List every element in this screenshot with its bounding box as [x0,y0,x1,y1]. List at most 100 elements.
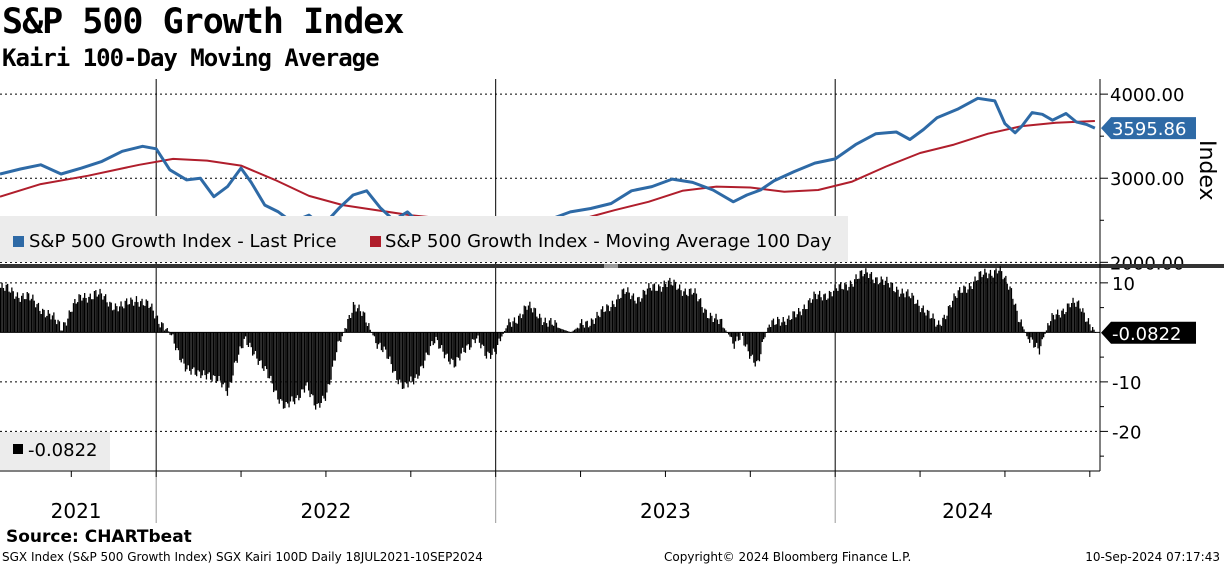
kairi-bar [46,315,48,333]
kairi-bar [711,315,713,333]
kairi-bar [847,290,849,333]
kairi-bar [774,324,776,333]
kairi-bar [49,313,51,333]
kairi-bar [466,332,468,346]
footer-timestamp: 10-Sep-2024 07:17:43 [1085,550,1220,564]
kairi-bar [303,332,306,393]
kairi-bar [163,330,166,333]
kairi-bar [385,332,387,350]
kairi-bar [414,332,416,378]
kairi-bar [865,268,867,333]
kairi-bar [933,318,936,333]
kairi-bar [280,332,282,400]
kairi-bar [756,332,758,362]
kairi-bar [989,269,992,333]
kairi-bar [299,332,301,398]
kairi-bar [9,292,12,333]
kairi-bar [819,290,821,333]
kairi-bar [544,317,546,333]
kairi-bar [875,277,877,333]
kairi-bar [1012,298,1014,333]
kairi-bar [1044,332,1046,334]
kairi-bar [354,304,356,333]
kairi-bar [100,293,103,333]
kairi-bar [1086,321,1088,333]
kairi-bar [490,332,492,359]
kairi-bar [12,291,14,333]
kairi-bar [26,292,28,333]
kairi-bar [861,270,863,333]
last-kairi-tag [1101,321,1196,344]
kairi-bar [558,328,560,333]
kairi-bar [1,282,3,333]
kairi-bar [243,332,245,339]
kairi-bar [485,332,488,359]
kairi-bar [154,318,156,333]
kairi-bar [691,294,693,333]
kairi-bar [51,315,54,333]
kairi-bar [735,332,737,342]
kairi-bar [991,275,993,333]
kairi-bar [560,328,562,333]
kairi-bar [669,277,671,333]
kairi-bar [368,323,370,333]
kairi-bar [957,290,959,333]
kairi-bar [841,288,843,333]
kairi-bar [469,332,471,350]
kairi-bar [753,332,755,363]
kairi-bar [264,332,266,367]
kairi-bar [1062,308,1064,333]
panel-resize-handle[interactable] [604,264,618,268]
kairi-bar [480,332,482,349]
kairi-bar [799,311,801,333]
kairi-bar [1068,303,1070,333]
kairi-bar [639,301,642,333]
kairi-bar [1017,321,1020,333]
kairi-bar [931,318,933,333]
kairi-bar [824,293,826,333]
kairi-bar [98,294,100,333]
kairi-bar [1094,332,1097,333]
kairi-bar [553,325,555,333]
footer-series-info: SGX Index (S&P 500 Growth Index) SGX Kai… [2,550,483,564]
kairi-bar [197,332,199,371]
kairi-bar [618,298,621,333]
kairi-bar [716,319,719,333]
kairi-bar [562,329,565,333]
kairi-bar [956,297,958,333]
kairi-bar [448,332,450,362]
kairi-bar [736,332,738,337]
kairi-bar [597,315,600,333]
kairi-bar [617,294,619,333]
kairi-bar [358,304,360,333]
kairi-bar [219,332,222,381]
kairi-bar [632,293,635,333]
kairi-bar [585,321,587,333]
kairi-bar [68,310,70,333]
kairi-bar [23,299,26,333]
kairi-bar [124,300,126,333]
kairi-bar [189,332,191,371]
kairi-bar [159,327,161,333]
kairi-bar [922,305,924,333]
kairi-bar [840,282,842,333]
kairi-bar [22,293,24,333]
kairi-bar [686,294,688,333]
kairi-bar [1036,332,1038,343]
y-axis-title: Index [1194,140,1219,201]
kairi-bar [411,332,413,382]
kairi-bar [323,332,325,399]
kairi-bar [287,332,289,404]
kairi-bar [462,332,464,348]
kairi-bar [519,313,521,333]
kairi-bar [952,300,954,333]
kairi-bar [835,288,838,333]
kairi-bar [92,299,94,333]
kairi-bar [1064,314,1066,333]
kairi-bar [593,323,595,333]
kairi-bar [687,296,689,333]
kairi-bar [852,286,854,333]
kairi-bar [184,332,187,372]
kairi-bar [520,318,523,333]
kairi-bar [96,296,98,333]
